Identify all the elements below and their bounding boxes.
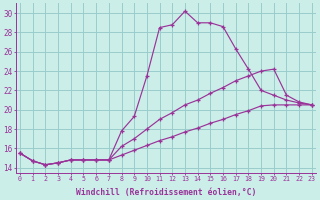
X-axis label: Windchill (Refroidissement éolien,°C): Windchill (Refroidissement éolien,°C)	[76, 188, 256, 197]
